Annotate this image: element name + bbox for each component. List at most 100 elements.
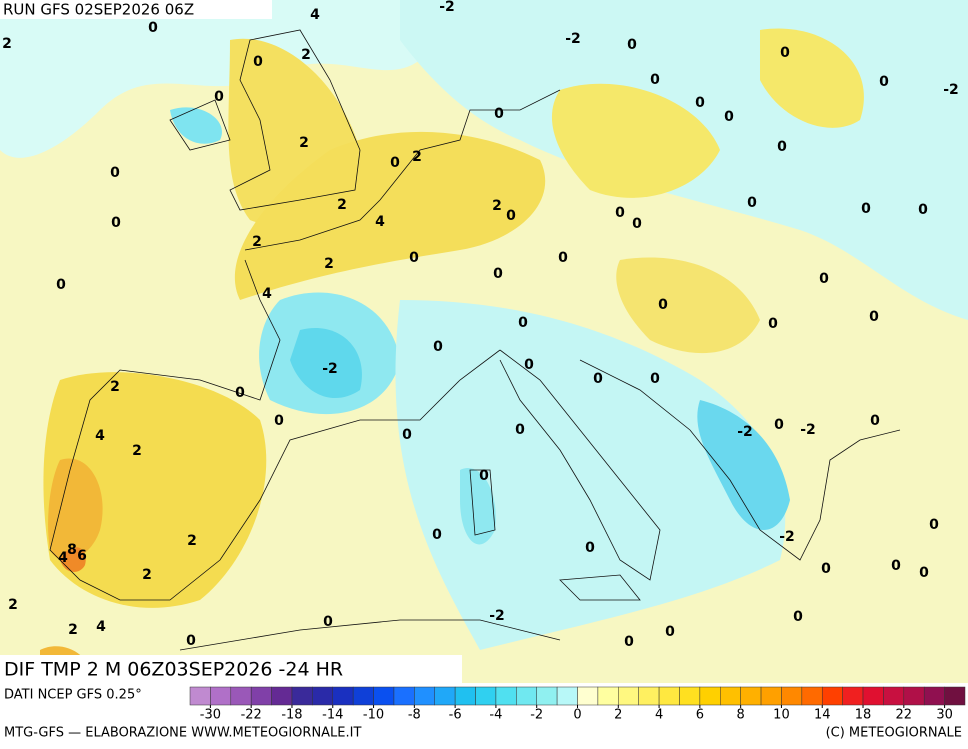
map-title: DIF TMP 2 M 06Z03SEP2026 -24 HR [4, 659, 343, 681]
colorbar: -30 -22 -18 -14 -10 -8 -6 -4 -2 0 2 4 6 8 10 14 18 22 30 [189, 686, 966, 723]
contour-label: 0 [111, 215, 121, 231]
contour-label: -2 [737, 424, 753, 440]
colorbar-label: 2 [614, 708, 622, 723]
contour-label: 0 [274, 413, 284, 429]
contour-label: 0 [432, 527, 442, 543]
contour-label: 4 [96, 619, 106, 635]
contour-label: 0 [919, 565, 929, 581]
contour-label: 0 [493, 266, 503, 282]
contour-label: 0 [724, 109, 734, 125]
contour-label: 0 [506, 208, 516, 224]
contour-label: 0 [768, 316, 778, 332]
colorbar-swatch [821, 686, 843, 706]
contour-label: 0 [747, 195, 757, 211]
contour-label: 0 [390, 155, 400, 171]
contour-label: 0 [148, 20, 158, 36]
map-field [0, 0, 968, 683]
colorbar-swatch [536, 686, 558, 706]
contour-label: 4 [375, 214, 385, 230]
contour-label: -2 [779, 529, 795, 545]
colorbar-swatch [271, 686, 293, 706]
colorbar-swatch [332, 686, 354, 706]
header-box [0, 0, 272, 19]
colorbar-label: 14 [814, 708, 831, 723]
contour-label: 0 [879, 74, 889, 90]
contour-label: 6 [77, 548, 87, 564]
colorbar-swatch [801, 686, 823, 706]
contour-label: -2 [439, 0, 455, 15]
contour-label: 0 [918, 202, 928, 218]
contour-label: 0 [777, 139, 787, 155]
colorbar-label: 4 [655, 708, 663, 723]
contour-label: 0 [869, 309, 879, 325]
contour-label: 0 [186, 633, 196, 649]
contour-label: 4 [310, 7, 320, 23]
colorbar-label: 18 [855, 708, 872, 723]
colorbar-swatch [903, 686, 925, 706]
contour-label: 0 [774, 417, 784, 433]
run-header: RUN GFS 02SEP2026 06Z [3, 1, 194, 19]
colorbar-swatch [393, 686, 415, 706]
colorbar-label: -6 [449, 708, 462, 723]
contour-label: 0 [665, 624, 675, 640]
colorbar-label: -10 [363, 708, 384, 723]
colorbar-swatch [923, 686, 945, 706]
colorbar-swatch [658, 686, 680, 706]
contour-label: 2 [8, 597, 18, 613]
colorbar-swatch [312, 686, 334, 706]
colorbar-label: 30 [936, 708, 953, 723]
colorbar-swatch [475, 686, 497, 706]
contour-label: 0 [402, 427, 412, 443]
colorbar-swatch [679, 686, 701, 706]
colorbar-label: 10 [773, 708, 790, 723]
colorbar-swatch [189, 686, 211, 706]
colorbar-label: 0 [573, 708, 581, 723]
colorbar-label: 8 [737, 708, 745, 723]
contour-label: 0 [821, 561, 831, 577]
colorbar-swatch [781, 686, 803, 706]
credit-text: MTG-GFS — ELABORAZIONE WWW.METEOGIORNALE… [4, 726, 361, 741]
colorbar-label: 6 [696, 708, 704, 723]
contour-label: 0 [515, 422, 525, 438]
colorbar-label: -8 [408, 708, 421, 723]
contour-label: 0 [650, 72, 660, 88]
colorbar-label: -30 [200, 708, 221, 723]
contour-label: 0 [650, 371, 660, 387]
contour-label: 2 [110, 379, 120, 395]
colorbar-swatch [414, 686, 435, 706]
contour-label: 0 [323, 614, 333, 630]
contour-label: 8 [67, 542, 77, 558]
contour-label: 0 [433, 339, 443, 355]
colorbar-label: -22 [241, 708, 262, 723]
source-text: DATI NCEP GFS 0.25° [4, 688, 142, 703]
contour-label: 2 [337, 197, 347, 213]
contour-label: 0 [409, 250, 419, 266]
contour-label: 2 [2, 36, 12, 52]
contour-label: 4 [262, 286, 272, 302]
contour-label: 0 [861, 201, 871, 217]
contour-label: 0 [235, 385, 245, 401]
contour-label: 2 [68, 622, 78, 638]
contour-label: 2 [132, 443, 142, 459]
colorbar-swatch [862, 686, 884, 706]
contour-label: 0 [585, 540, 595, 556]
contour-label: -2 [943, 82, 959, 98]
contour-label: 0 [780, 45, 790, 61]
contour-label: 2 [324, 256, 334, 272]
contour-label: -2 [800, 422, 816, 438]
contour-label: 0 [695, 95, 705, 111]
colorbar-swatch [373, 686, 395, 706]
colorbar-swatch [842, 686, 864, 706]
contour-label: 2 [142, 567, 152, 583]
contour-label: 0 [110, 165, 120, 181]
colorbar-swatch [577, 686, 599, 706]
contour-label: 0 [624, 634, 634, 650]
colorbar-swatch [740, 686, 762, 706]
contour-label: 0 [632, 216, 642, 232]
contour-label: 0 [479, 468, 489, 484]
colorbar-swatch [434, 686, 456, 706]
contour-label: 0 [524, 357, 534, 373]
colorbar-swatch [250, 686, 272, 706]
colorbar-swatch [516, 686, 537, 706]
